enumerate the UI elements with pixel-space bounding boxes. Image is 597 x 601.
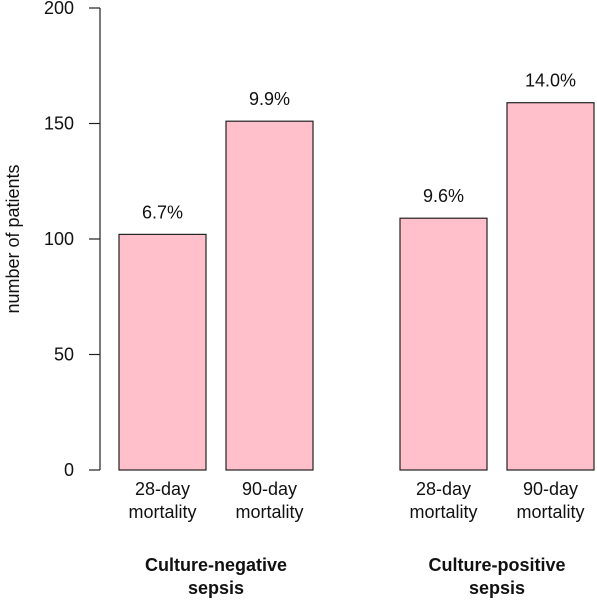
group-label: Culture-negative: [145, 555, 287, 575]
category-label: 90-day: [242, 479, 297, 499]
y-tick-label: 100: [44, 229, 74, 249]
bar-value-label: 6.7%: [142, 202, 183, 222]
group-label: sepsis: [188, 578, 244, 598]
y-axis-label: number of patients: [3, 164, 23, 313]
y-tick-label: 200: [44, 0, 74, 18]
group-label: sepsis: [469, 578, 525, 598]
bar: [118, 233, 207, 471]
bar-value-label: 14.0%: [525, 71, 576, 91]
bar-value-label: 9.9%: [249, 89, 290, 109]
y-tick-label: 150: [44, 114, 74, 134]
bar: [225, 120, 314, 471]
category-label: 28-day: [135, 479, 190, 499]
y-tick-label: 50: [54, 345, 74, 365]
category-label: mortality: [516, 502, 584, 522]
bar-value-label: 9.6%: [423, 186, 464, 206]
y-tick-label: 0: [64, 460, 74, 480]
category-label: mortality: [409, 502, 477, 522]
bars: [118, 102, 595, 471]
category-label: mortality: [128, 502, 196, 522]
category-label: mortality: [235, 502, 303, 522]
bar: [506, 102, 595, 471]
y-axis: 0 50 100 150 200 number of patients: [3, 0, 101, 480]
labels: 6.7% 28-day mortality 9.9% 90-day mortality Cu…: [128, 71, 584, 598]
group-label: Culture-positive: [428, 555, 565, 575]
category-label: 28-day: [416, 479, 471, 499]
bar: [399, 217, 488, 471]
category-label: 90-day: [523, 479, 578, 499]
